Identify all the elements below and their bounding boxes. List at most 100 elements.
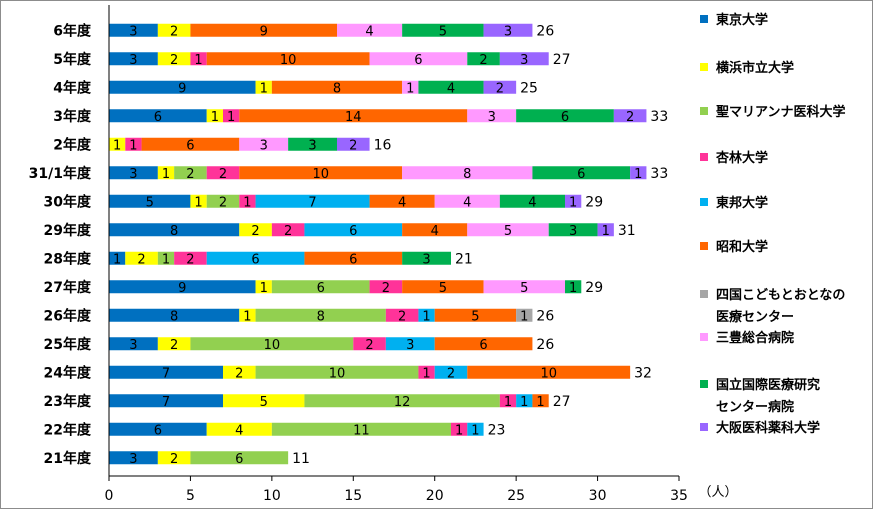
segment-value-label: 8: [333, 81, 341, 96]
segment-value-label: 1: [194, 53, 202, 68]
segment-value-label: 1: [455, 423, 463, 438]
segment-value-label: 10: [329, 366, 346, 381]
x-axis-unit-label: （人）: [698, 485, 737, 500]
bar-segment: [157, 451, 191, 465]
segment-value-label: 1: [471, 423, 479, 438]
segment-value-label: 2: [626, 110, 634, 125]
bar-segment: [109, 422, 207, 436]
segment-value-label: 2: [284, 224, 292, 239]
bar-segment: [239, 223, 272, 237]
segment-value-label: 1: [504, 395, 512, 410]
legend-swatch: [700, 242, 708, 250]
category-label: 23年度: [44, 393, 92, 410]
bar-segment: [109, 394, 223, 408]
segment-value-label: 6: [317, 281, 325, 296]
bar-segment: [223, 365, 256, 379]
segment-value-label: 1: [129, 138, 137, 153]
bar-segment: [369, 52, 468, 66]
segment-value-label: 6: [154, 423, 162, 438]
category-label: 30年度: [44, 193, 92, 210]
total-value-label: 21: [455, 251, 473, 267]
segment-value-label: 6: [154, 110, 162, 125]
segment-value-label: 2: [398, 309, 406, 324]
bar-segment: [565, 194, 582, 208]
bar-segment: [239, 194, 256, 208]
segment-value-label: 2: [186, 252, 194, 267]
legend-swatch: [700, 15, 708, 23]
legend-label: 東京大学: [716, 12, 768, 28]
segment-value-label: 2: [170, 24, 178, 39]
bar-segment: [239, 109, 468, 123]
segment-value-label: 8: [463, 167, 471, 182]
bar-segment: [157, 337, 191, 351]
x-tick-label: 20: [426, 488, 444, 504]
segment-value-label: 1: [422, 309, 430, 324]
bar-segment: [255, 308, 386, 322]
bar-segment: [190, 451, 289, 465]
bar-segment: [109, 337, 158, 351]
x-tick-label: 5: [186, 488, 195, 504]
bar-segment: [109, 280, 256, 294]
bar-segment: [467, 365, 631, 379]
segment-value-label: 2: [382, 281, 390, 296]
segment-value-label: 8: [317, 309, 325, 324]
segment-value-label: 2: [186, 167, 194, 182]
segment-value-label: 2: [170, 53, 178, 68]
segment-value-label: 4: [398, 195, 406, 210]
legend-label: 杏林大学: [716, 150, 768, 166]
bar-segment: [109, 308, 240, 322]
segment-value-label: 1: [260, 81, 268, 96]
segment-value-label: 1: [211, 110, 219, 125]
segment-value-label: 9: [178, 81, 186, 96]
segment-value-label: 1: [113, 138, 121, 153]
segment-value-label: 1: [569, 195, 577, 210]
segment-value-label: 2: [137, 252, 145, 267]
bar-segment: [337, 23, 403, 37]
bar-segment: [402, 166, 533, 180]
bar-segment: [385, 337, 435, 351]
bar-segment: [353, 337, 386, 351]
category-label: 21年度: [44, 450, 92, 467]
bar-segment: [109, 166, 158, 180]
category-label: 24年度: [44, 364, 92, 381]
bar-segment: [467, 422, 484, 436]
bar-segment: [174, 166, 207, 180]
bar-segment: [516, 109, 614, 123]
category-label: 25年度: [44, 336, 92, 353]
category-label: 27年度: [44, 279, 92, 296]
bar-segment: [402, 280, 484, 294]
x-tick-label: 10: [263, 488, 281, 504]
segment-value-label: 3: [308, 138, 316, 153]
segment-value-label: 1: [243, 195, 251, 210]
bar-segment: [597, 223, 614, 237]
bar-segment: [190, 337, 354, 351]
segment-value-label: 8: [170, 224, 178, 239]
bar-segment: [304, 251, 403, 265]
segment-value-label: 7: [162, 366, 170, 381]
segment-value-label: 6: [235, 452, 243, 467]
segment-value-label: 6: [251, 252, 259, 267]
segment-value-label: 7: [162, 395, 170, 410]
segment-value-label: 1: [634, 167, 642, 182]
segment-value-label: 2: [170, 452, 178, 467]
total-value-label: 31: [618, 223, 636, 239]
category-label: 29年度: [44, 222, 92, 239]
segment-value-label: 4: [365, 24, 373, 39]
bar-segment: [516, 308, 533, 322]
legend-swatch: [700, 107, 708, 115]
x-axis: 0 5 10 15 20 25 30 35 （人）: [105, 5, 738, 504]
bar-segment: [369, 280, 403, 294]
bar-segment: [402, 80, 419, 94]
segment-value-label: 1: [569, 281, 577, 296]
segment-value-label: 3: [488, 110, 496, 125]
total-value-label: 16: [374, 137, 392, 153]
bar-segment: [271, 422, 451, 436]
legend-swatch: [700, 380, 708, 388]
bar-segment: [483, 80, 517, 94]
segment-value-label: 1: [194, 195, 202, 210]
x-tick-label: 35: [670, 488, 688, 504]
segment-value-label: 1: [422, 366, 430, 381]
bar-segment: [109, 23, 158, 37]
bar-segment: [109, 109, 207, 123]
